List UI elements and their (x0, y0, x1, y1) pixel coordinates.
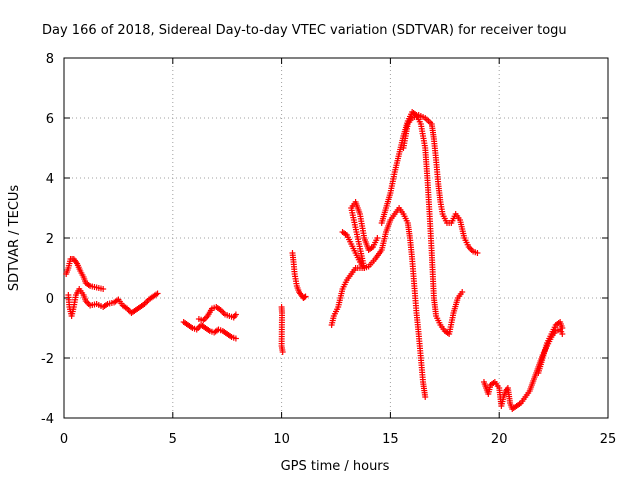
data-point (459, 289, 466, 295)
data-point (374, 235, 381, 241)
data-point (279, 349, 286, 355)
y-tick-label: 4 (46, 172, 54, 187)
data-point (422, 394, 429, 400)
data-point (302, 293, 309, 300)
data-point (474, 250, 481, 256)
chart-title: Day 166 of 2018, Sidereal Day-to-day VTE… (42, 23, 567, 38)
y-tick-label: 6 (46, 112, 54, 127)
data-point (301, 294, 308, 301)
y-tick-label: -2 (41, 352, 54, 367)
y-tick-label: 2 (46, 232, 54, 247)
data-point (232, 311, 239, 318)
x-tick-labels: 0 5 10 15 20 25 (60, 432, 616, 447)
x-tick-label: 15 (382, 432, 399, 447)
x-tick-label: 5 (169, 432, 177, 447)
data-points (63, 109, 566, 412)
y-tick-label: -4 (41, 412, 54, 427)
grid-lines (64, 58, 608, 418)
axis-ticks (63, 57, 609, 419)
data-point (154, 290, 161, 297)
data-point (100, 286, 107, 292)
x-tick-label: 25 (600, 432, 617, 447)
x-tick-label: 20 (491, 432, 508, 447)
data-point (559, 325, 566, 331)
data-point (559, 331, 566, 337)
y-tick-labels: -4 -2 0 2 4 6 8 (41, 52, 54, 427)
x-tick-label: 0 (60, 432, 68, 447)
x-axis-label: GPS time / hours (281, 459, 390, 474)
data-point (232, 335, 239, 342)
y-axis-label: SDTVAR / TECUs (7, 185, 22, 292)
y-tick-label: 0 (46, 292, 54, 307)
y-tick-label: 8 (46, 52, 54, 67)
x-tick-label: 10 (273, 432, 290, 447)
